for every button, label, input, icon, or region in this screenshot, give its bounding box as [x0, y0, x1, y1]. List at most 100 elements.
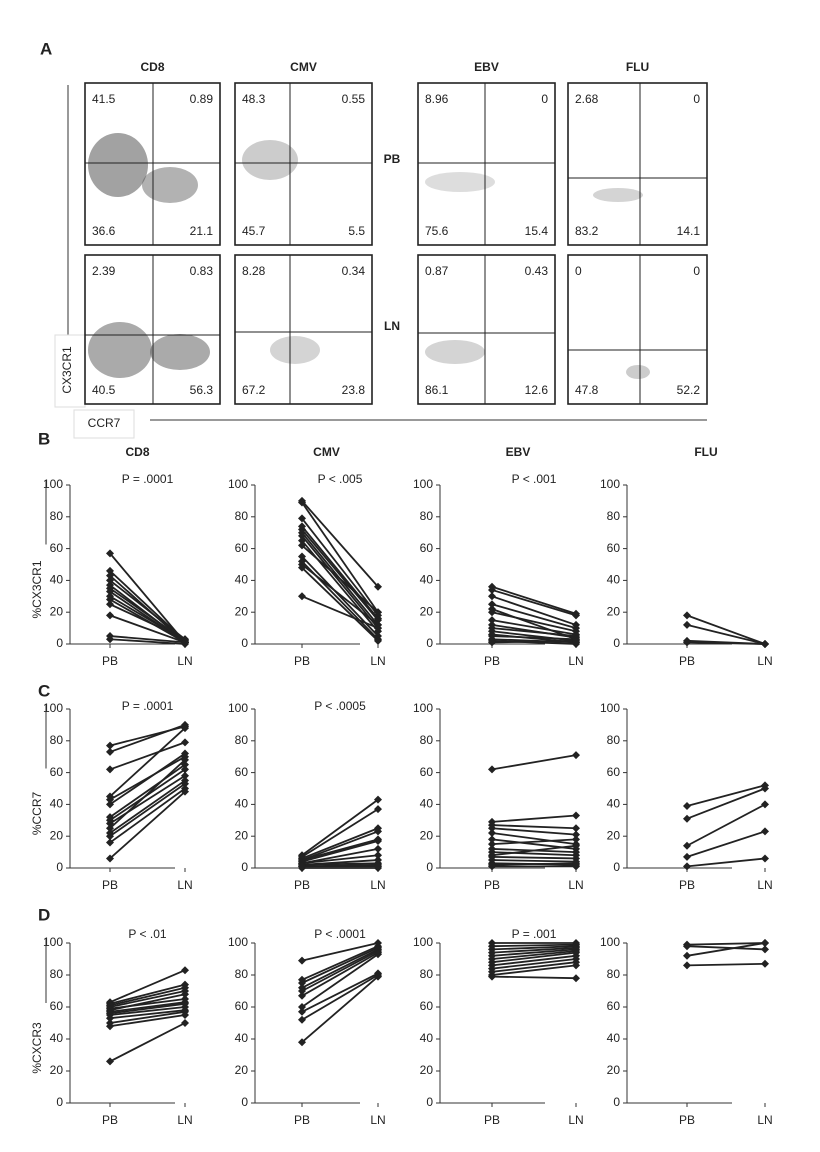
- marker: [106, 854, 114, 863]
- pair-line: [109, 1022, 186, 1063]
- marker: [298, 514, 306, 523]
- y-tick-label: 0: [241, 636, 248, 650]
- marker: [106, 549, 114, 558]
- marker: [298, 1007, 306, 1016]
- pair-line: [491, 595, 577, 626]
- y-tick-label: 80: [235, 509, 249, 523]
- marker: [181, 787, 189, 796]
- marker: [298, 864, 306, 872]
- marker: [106, 795, 114, 804]
- panel-letter: A: [40, 39, 52, 58]
- y-tick-label: 40: [420, 797, 434, 811]
- quadrant-percent: 0.89: [190, 92, 214, 106]
- pair-line: [109, 986, 186, 1007]
- quadrant-percent: 47.8: [575, 383, 599, 397]
- y-tick-label: 20: [607, 1063, 621, 1077]
- quadrant-percent: 23.8: [342, 383, 366, 397]
- quadrant-percent: 0.83: [190, 264, 214, 278]
- plot-box: [417, 254, 556, 405]
- p-value: P < .0005: [314, 699, 366, 713]
- pair-line: [109, 635, 186, 644]
- marker: [683, 961, 691, 970]
- pair-line: [301, 827, 379, 860]
- quadrant-percent: 0.55: [342, 92, 366, 106]
- y-tick-label: 100: [600, 935, 620, 949]
- pair-line: [109, 752, 186, 806]
- x-tick-label: LN: [177, 1113, 192, 1127]
- pair-line: [301, 517, 379, 616]
- x-tick-label: PB: [102, 1113, 118, 1127]
- marker: [106, 838, 114, 847]
- marker: [106, 576, 114, 585]
- y-tick-label: 20: [50, 1063, 64, 1077]
- label-box: [73, 409, 135, 439]
- column-title: FLU: [626, 60, 649, 74]
- y-tick-label: 40: [235, 1031, 249, 1045]
- y-axis-label: CX3CR1: [60, 346, 74, 394]
- quadrant-percent: 83.2: [575, 224, 599, 238]
- x-tick-label: PB: [294, 654, 310, 668]
- pair-line: [109, 1010, 186, 1024]
- marker: [572, 862, 580, 871]
- y-tick-label: 20: [607, 828, 621, 842]
- p-value: P < .01: [128, 927, 166, 941]
- pair-line: [491, 635, 577, 641]
- pair-line: [301, 972, 379, 1013]
- y-tick-label: 20: [50, 828, 64, 842]
- pair-line: [491, 639, 577, 644]
- plot-box: [234, 254, 373, 405]
- pair-line: [109, 787, 186, 844]
- y-tick-label: 40: [607, 573, 621, 587]
- y-tick-label: 0: [241, 860, 248, 874]
- pair-line: [109, 579, 186, 640]
- pair-line: [109, 969, 186, 1004]
- marker: [298, 1038, 306, 1047]
- marker: [181, 779, 189, 788]
- x-tick-label: PB: [484, 654, 500, 668]
- pair-line: [301, 500, 379, 588]
- pair-line: [301, 953, 379, 1008]
- pair-line: [491, 838, 577, 846]
- pair-line: [109, 614, 186, 644]
- marker: [298, 498, 306, 507]
- pair-line: [301, 838, 379, 861]
- pair-line: [491, 611, 577, 633]
- pair-line: [301, 945, 379, 981]
- pair-line: [109, 782, 186, 837]
- y-tick-label: 40: [420, 573, 434, 587]
- pair-line: [109, 603, 186, 641]
- y-tick-label: 80: [50, 509, 64, 523]
- pair-line: [491, 961, 577, 973]
- y-axis-label: %CXCR3: [30, 1022, 44, 1074]
- marker: [298, 531, 306, 540]
- marker: [761, 640, 769, 648]
- pair-line: [686, 641, 766, 645]
- y-tick-label: 60: [235, 765, 249, 779]
- pair-line: [109, 587, 186, 642]
- pair-line: [301, 563, 379, 626]
- marker: [572, 611, 580, 620]
- x-tick-label: PB: [679, 1113, 695, 1127]
- y-tick-label: 80: [235, 733, 249, 747]
- quadrant-percent: 0: [541, 92, 548, 106]
- pair-line: [301, 942, 379, 962]
- marker: [761, 784, 769, 793]
- y-tick-label: 0: [613, 860, 620, 874]
- pair-line: [301, 862, 379, 866]
- pair-line: [109, 727, 186, 798]
- pair-line: [491, 946, 577, 954]
- pair-line: [301, 798, 379, 857]
- pair-line: [686, 830, 766, 858]
- pair-line: [491, 844, 577, 857]
- y-tick-label: 20: [420, 1063, 434, 1077]
- y-tick-label: 100: [228, 935, 248, 949]
- y-tick-label: 20: [50, 604, 64, 618]
- y-tick-label: 100: [43, 701, 63, 715]
- panel-letter: B: [38, 429, 50, 448]
- pair-line: [109, 1009, 186, 1020]
- marker: [683, 611, 691, 620]
- marker: [683, 620, 691, 629]
- marker: [488, 765, 496, 774]
- plot-box: [567, 82, 708, 246]
